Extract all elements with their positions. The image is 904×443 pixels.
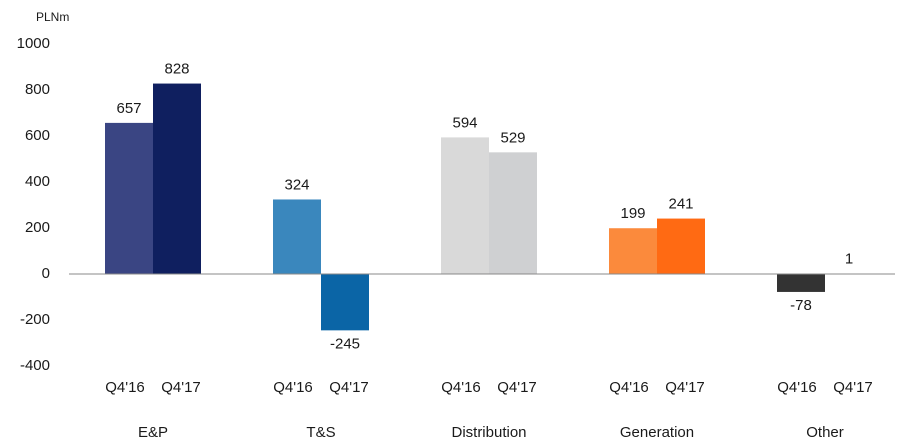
y-tick-label: -200 <box>20 311 50 328</box>
y-axis-label: PLNm <box>36 10 69 24</box>
y-tick-label: 400 <box>25 173 50 190</box>
value-label: 199 <box>620 205 645 222</box>
bar <box>273 199 321 274</box>
y-tick-label: 600 <box>25 127 50 144</box>
value-label: 529 <box>500 129 525 146</box>
series-label: Q4'17 <box>497 379 537 396</box>
series-label: Q4'17 <box>329 379 369 396</box>
value-label: 594 <box>452 114 477 131</box>
series-label: Q4'16 <box>105 379 145 396</box>
bar <box>657 218 705 274</box>
value-label: 324 <box>284 176 309 193</box>
category-label: Generation <box>620 424 694 441</box>
category-label: T&S <box>306 424 335 441</box>
value-label: 657 <box>116 100 141 117</box>
bar <box>777 274 825 292</box>
bar <box>489 152 537 274</box>
category-label: E&P <box>138 424 168 441</box>
bar <box>609 228 657 274</box>
y-tick-label: 0 <box>42 265 50 282</box>
y-tick-label: 800 <box>25 81 50 98</box>
category-label: Distribution <box>451 424 526 441</box>
value-label: 828 <box>164 61 189 78</box>
series-label: Q4'16 <box>777 379 817 396</box>
series-label: Q4'16 <box>273 379 313 396</box>
value-label: -245 <box>330 335 360 352</box>
value-label: 241 <box>668 196 693 213</box>
y-tick-label: 200 <box>25 219 50 236</box>
series-label: Q4'17 <box>665 379 705 396</box>
series-label: Q4'17 <box>833 379 873 396</box>
bar <box>153 83 201 274</box>
bar <box>321 274 369 331</box>
value-label: 1 <box>845 251 853 268</box>
category-label: Other <box>806 424 844 441</box>
value-label: -78 <box>790 297 812 314</box>
bar <box>105 122 153 274</box>
y-tick-label: -400 <box>20 357 50 374</box>
y-tick-label: 1000 <box>17 35 50 52</box>
series-label: Q4'16 <box>609 379 649 396</box>
series-label: Q4'17 <box>161 379 201 396</box>
series-label: Q4'16 <box>441 379 481 396</box>
bar <box>441 137 489 274</box>
